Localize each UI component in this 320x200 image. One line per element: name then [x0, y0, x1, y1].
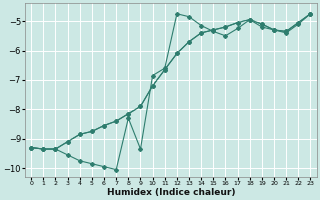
X-axis label: Humidex (Indice chaleur): Humidex (Indice chaleur) — [107, 188, 235, 197]
